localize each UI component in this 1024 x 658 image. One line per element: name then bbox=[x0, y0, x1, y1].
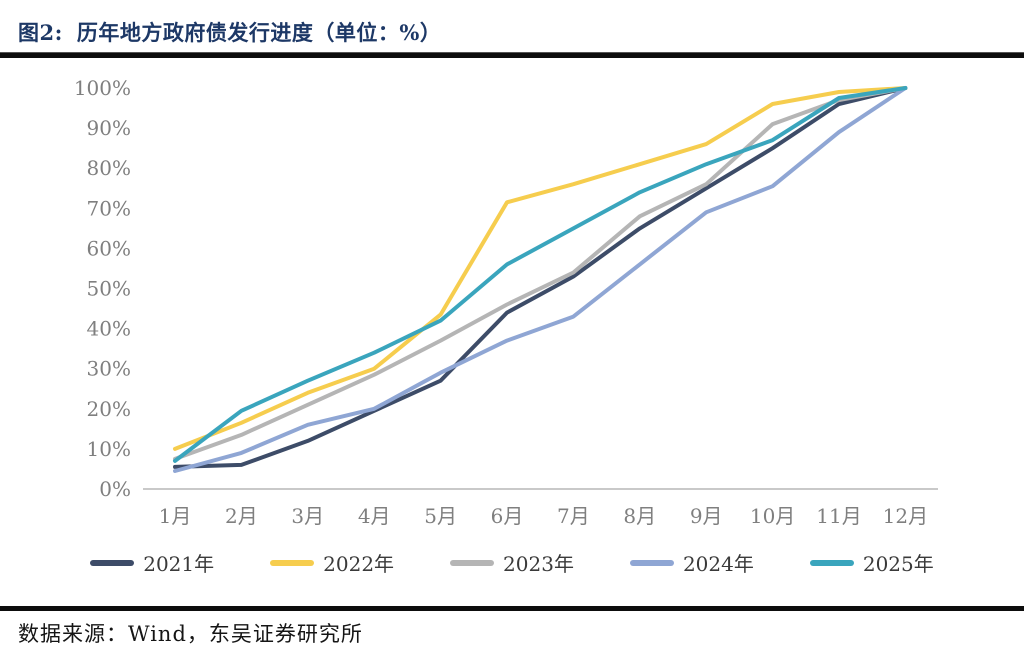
y-tick-label: 70% bbox=[87, 196, 131, 220]
x-tick-label: 8月 bbox=[623, 504, 656, 528]
figure-label: 图2: bbox=[18, 20, 63, 45]
x-tick-label: 11月 bbox=[816, 504, 861, 528]
legend-label: 2021年 bbox=[143, 552, 215, 576]
y-tick-label: 60% bbox=[87, 236, 131, 260]
x-tick-label: 7月 bbox=[557, 504, 590, 528]
chart-legend: 2021年 2022年 2023年 2024年 2025年 bbox=[0, 548, 1024, 577]
legend-label: 2023年 bbox=[503, 552, 574, 576]
x-tick-label: 4月 bbox=[358, 504, 391, 528]
footer-divider bbox=[0, 606, 1024, 611]
legend-swatch-icon bbox=[809, 559, 854, 566]
legend-swatch-icon bbox=[90, 559, 135, 566]
legend-swatch-icon bbox=[629, 559, 674, 566]
legend-item-2024年: 2024年 bbox=[629, 548, 754, 577]
legend-label: 2025年 bbox=[862, 552, 934, 576]
legend-label: 2024年 bbox=[682, 552, 754, 576]
legend-swatch-icon bbox=[270, 559, 315, 566]
figure-title: 历年地方政府债发行进度（单位：%） bbox=[76, 20, 442, 45]
series-line-2023年 bbox=[173, 86, 908, 461]
line-chart: 0% 10% 20% 30% 40% 50% 60% 70% 80% 90% 100% 1月 2月 3月 4… bbox=[74, 76, 938, 528]
x-tick-label: 1月 bbox=[159, 504, 192, 528]
legend-swatch-icon bbox=[450, 559, 495, 566]
x-tick-label: 12月 bbox=[883, 504, 928, 528]
x-tick-label: 3月 bbox=[291, 504, 324, 528]
title-divider bbox=[0, 52, 1024, 58]
y-tick-label: 50% bbox=[87, 277, 131, 301]
x-tick-label: 5月 bbox=[424, 504, 457, 528]
legend-item-2022年: 2022年 bbox=[270, 548, 394, 577]
chart-area: 0% 10% 20% 30% 40% 50% 60% 70% 80% 90% 100% 1月 2月 3月 4… bbox=[0, 60, 1024, 605]
legend-item-2021年: 2021年 bbox=[90, 548, 214, 577]
y-tick-label: 40% bbox=[87, 317, 131, 341]
series-line-2024年 bbox=[173, 86, 908, 473]
data-source: 数据来源：Wind，东吴证券研究所 bbox=[18, 622, 363, 646]
y-tick-label: 0% bbox=[99, 477, 131, 501]
legend-item-2023年: 2023年 bbox=[450, 548, 574, 577]
y-tick-label: 90% bbox=[87, 116, 131, 140]
y-tick-label: 30% bbox=[87, 357, 131, 381]
x-tick-label: 9月 bbox=[690, 504, 723, 528]
figure-header: 图2: 历年地方政府债发行进度（单位：%） bbox=[18, 14, 441, 50]
legend-item-2025年: 2025年 bbox=[809, 548, 934, 577]
series-line-2025年 bbox=[173, 86, 908, 463]
x-tick-label: 6月 bbox=[491, 504, 524, 528]
series-line-2021年 bbox=[173, 86, 908, 469]
x-tick-label: 10月 bbox=[750, 504, 795, 528]
y-tick-label: 20% bbox=[87, 397, 131, 421]
y-tick-label: 80% bbox=[87, 156, 131, 180]
x-tick-label: 2月 bbox=[225, 504, 258, 528]
y-tick-label: 100% bbox=[74, 76, 131, 100]
series-line-2022年 bbox=[173, 86, 908, 451]
y-tick-label: 10% bbox=[87, 437, 131, 461]
legend-label: 2022年 bbox=[323, 552, 395, 576]
